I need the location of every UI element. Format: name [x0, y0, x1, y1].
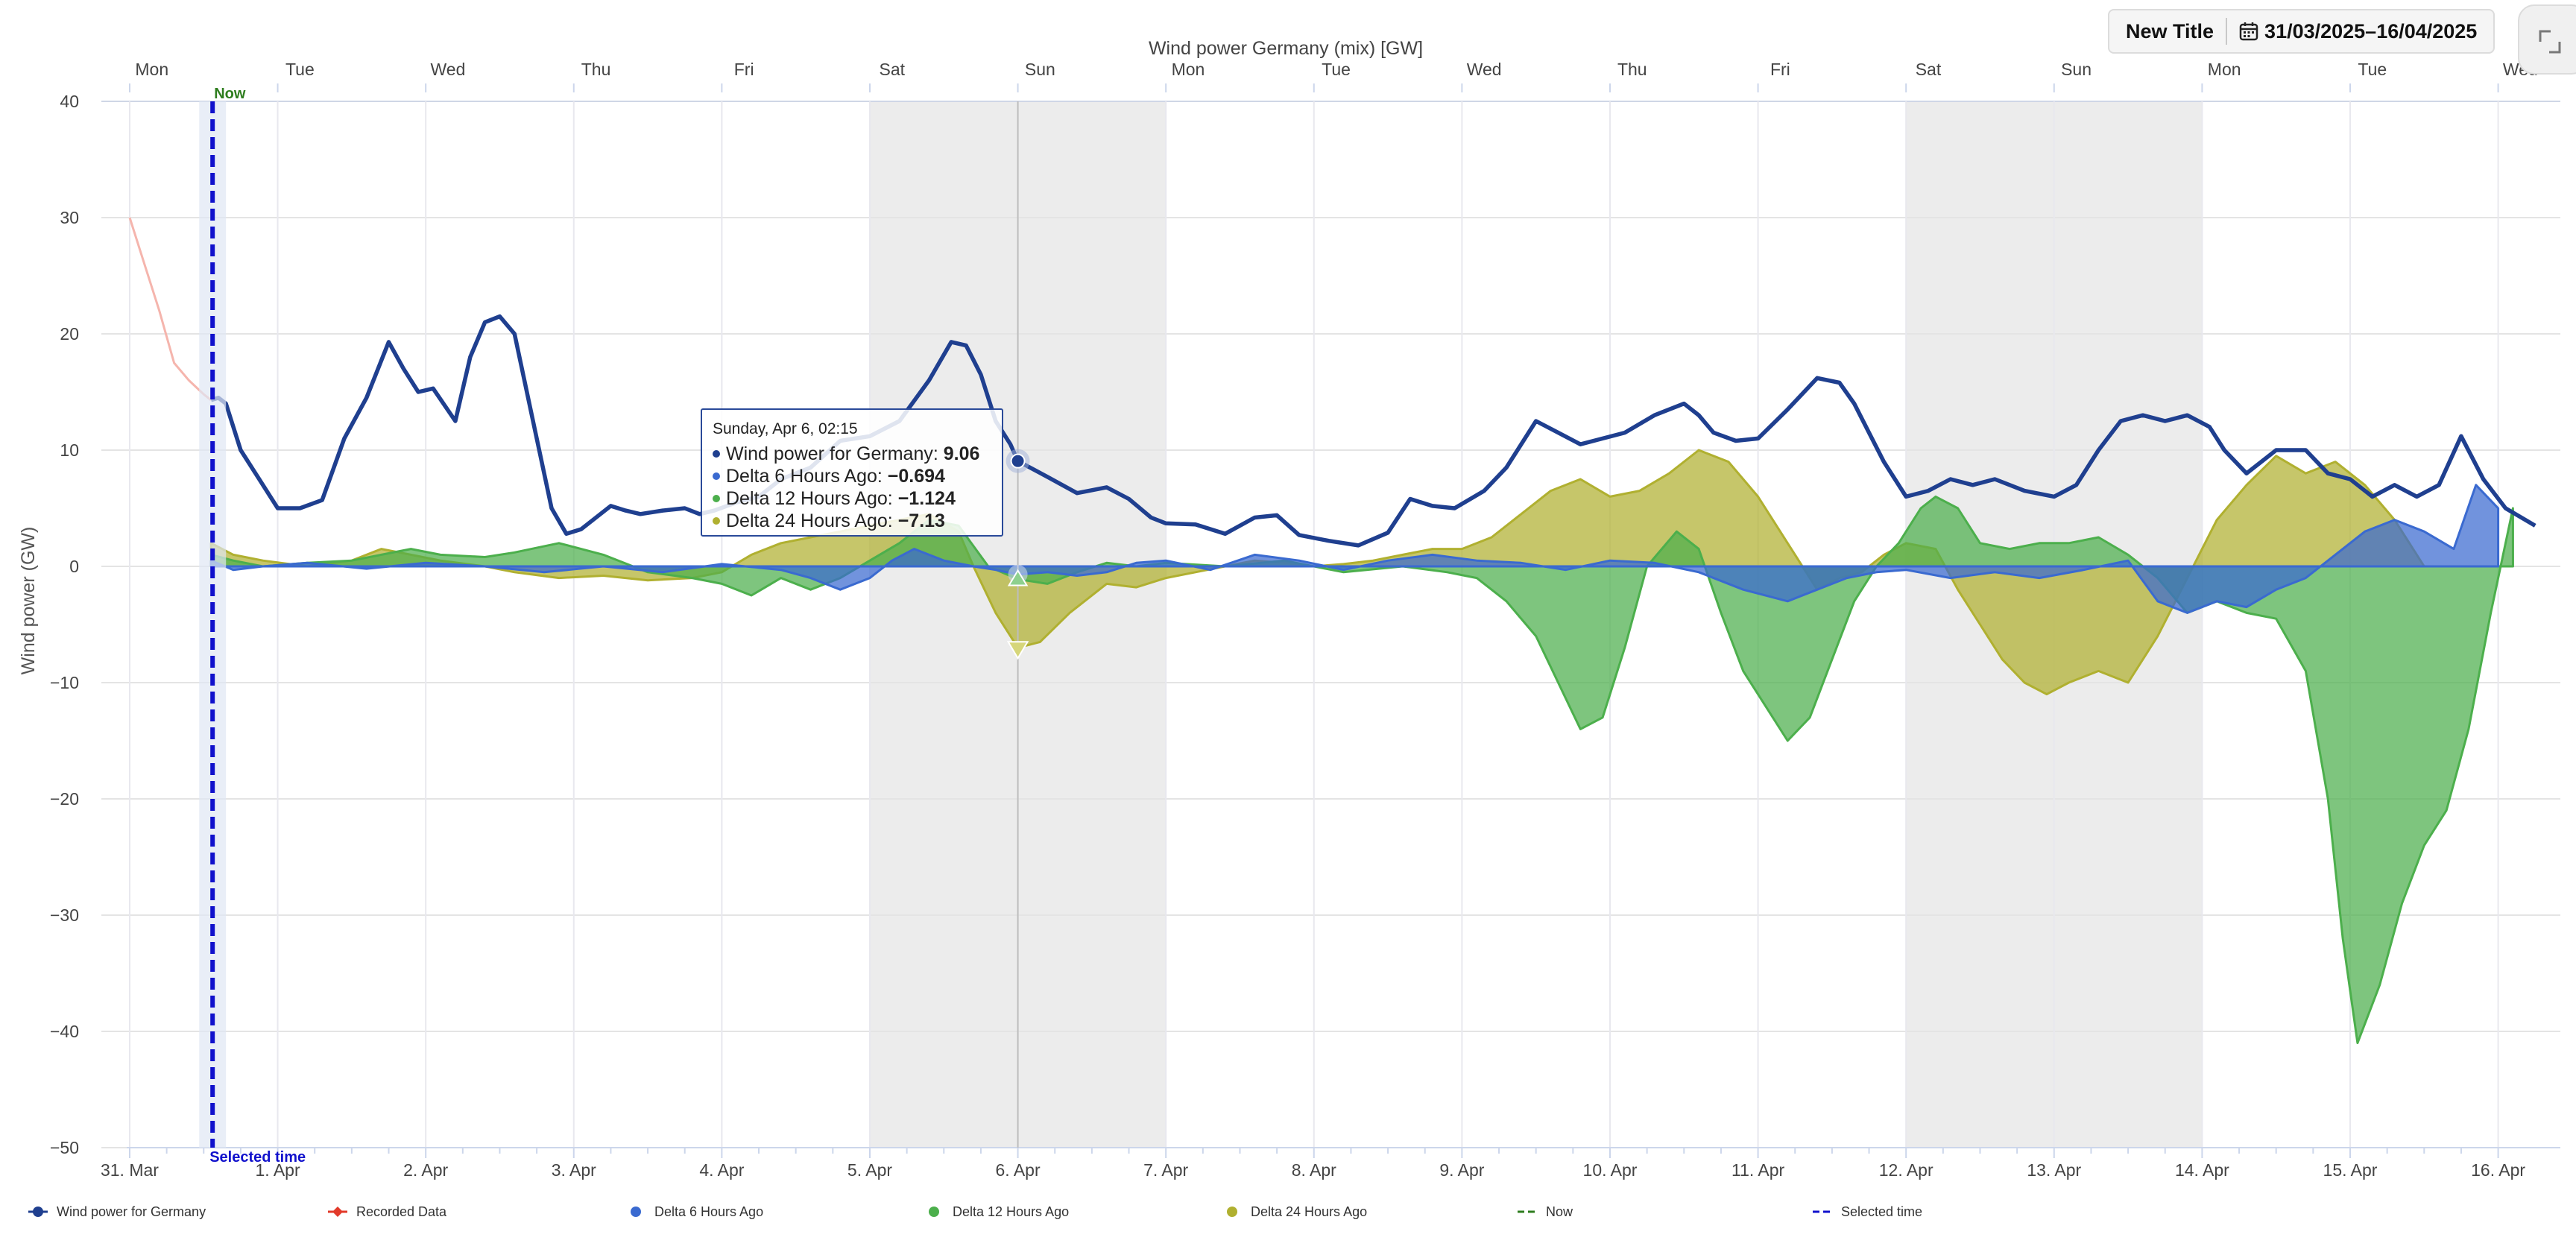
y-tick-label: 20 — [60, 324, 79, 344]
x-tick-label: 8. Apr — [1292, 1160, 1336, 1180]
top-tick-label: Mon — [135, 60, 168, 79]
date-range-button[interactable]: 31/03/2025–16/04/2025 — [2239, 20, 2477, 43]
top-tick-label: Tue — [2358, 60, 2387, 79]
legend-item[interactable]: Now — [1518, 1204, 1573, 1219]
legend-dot — [929, 1207, 939, 1217]
top-tick-label: Tue — [1322, 60, 1351, 79]
series-dot — [713, 516, 720, 525]
x-tick-label: 10. Apr — [1583, 1160, 1638, 1180]
legend-label: Wind power for Germany — [57, 1204, 206, 1219]
time-markers: Now Selected time — [199, 86, 306, 1166]
legend-diamond — [332, 1207, 343, 1217]
top-tick-label: Sun — [1025, 60, 1055, 79]
y-axis-title: Wind power (GW) — [18, 527, 39, 675]
y-tick-label: 10 — [60, 440, 79, 460]
top-tick-label: Fri — [1770, 60, 1790, 79]
x-tick-label: 16. Apr — [2471, 1160, 2525, 1180]
y-tick-label: −20 — [50, 789, 79, 809]
top-tick-label: Tue — [285, 60, 315, 79]
series-area-delta-6-hours-ago — [209, 484, 2500, 614]
series-dot — [713, 449, 720, 458]
top-tick-label: Mon — [2208, 60, 2241, 79]
hover-point-delta24 — [1006, 641, 1029, 660]
y-axis-ticks: 40 30 20 10 0 −10 −20 −30 −40 −50 — [50, 92, 79, 1157]
top-tick-label: Mon — [1172, 60, 1205, 79]
x-tick-label: 2. Apr — [403, 1160, 448, 1180]
series-layer — [128, 217, 2536, 1045]
new-title-button[interactable]: New Title — [2126, 19, 2214, 42]
top-tick-label: Wed — [431, 60, 466, 79]
x-tick-label: 12. Apr — [1879, 1160, 1933, 1180]
y-tick-label: −10 — [50, 673, 79, 692]
legend-dot — [33, 1207, 43, 1217]
calendar-icon — [2239, 22, 2258, 41]
legend-label: Delta 6 Hours Ago — [654, 1204, 763, 1219]
x-tick-label: 3. Apr — [552, 1160, 596, 1180]
y-tick-label: −30 — [50, 905, 79, 925]
legend-label: Now — [1546, 1204, 1573, 1219]
legend-dot — [631, 1207, 641, 1217]
x-tick-label: 31. Mar — [101, 1160, 159, 1180]
x-tick-label: 9. Apr — [1439, 1160, 1484, 1180]
x-tick-label: 14. Apr — [2175, 1160, 2229, 1180]
hover-point-delta12 — [1007, 569, 1029, 586]
top-tick-label: Fri — [734, 60, 754, 79]
y-tick-label: −40 — [50, 1022, 79, 1041]
legend-item[interactable]: Delta 6 Hours Ago — [631, 1204, 763, 1219]
legend-item[interactable]: Delta 24 Hours Ago — [1227, 1204, 1367, 1219]
top-tick-label: Thu — [581, 60, 611, 79]
x-tick-label: 4. Apr — [699, 1160, 744, 1180]
now-label: Now — [214, 86, 246, 102]
expand-button[interactable] — [2518, 4, 2576, 75]
tooltip-row: Delta 6 Hours Ago: −0.694 — [713, 465, 991, 487]
y-tick-label: 30 — [60, 208, 79, 227]
top-weekday-labels: Mon Tue Wed Thu Fri Sat Sun Mon Tue Wed Thu Fri Sat S… — [128, 60, 2538, 92]
chart-title: Wind power Germany (mix) [GW] — [1149, 38, 1423, 59]
hover-point-wind — [1010, 453, 1026, 469]
top-tick-label: Thu — [1617, 60, 1647, 79]
series-dot — [713, 472, 720, 480]
legend: Wind power for Germany Recorded Data Delta… — [28, 1204, 1922, 1219]
legend-label: Delta 12 Hours Ago — [953, 1204, 1069, 1219]
tooltip-title: Sunday, Apr 6, 02:15 — [713, 420, 858, 437]
y-tick-label: 40 — [60, 92, 79, 111]
legend-dot — [1227, 1207, 1237, 1217]
series-dot — [713, 494, 720, 502]
legend-label: Recorded Data — [356, 1204, 447, 1219]
legend-label: Delta 24 Hours Ago — [1251, 1204, 1367, 1219]
date-range-label: 31/03/2025–16/04/2025 — [2264, 19, 2478, 42]
top-tick-label: Sat — [880, 60, 906, 79]
top-tick-label: Wed — [1467, 60, 1502, 79]
x-tick-label: 7. Apr — [1143, 1160, 1188, 1180]
divider — [2226, 18, 2228, 45]
series-area-delta-12-hours-ago — [209, 495, 2514, 1045]
x-tick-label: 6. Apr — [996, 1160, 1041, 1180]
top-tick-label: Sat — [1916, 60, 1942, 79]
chart-tooltip: Sunday, Apr 6, 02:15 Wind power for Germ… — [701, 408, 1003, 537]
selected-time-label: Selected time — [209, 1149, 306, 1166]
x-tick-label: 5. Apr — [847, 1160, 892, 1180]
series-line-recorded-data — [128, 217, 212, 402]
legend-item[interactable]: Recorded Data — [328, 1204, 447, 1219]
legend-label: Selected time — [1841, 1204, 1922, 1219]
series-line-wind-power-for-germany — [210, 314, 2536, 548]
legend-item[interactable]: Delta 12 Hours Ago — [929, 1204, 1069, 1219]
expand-icon — [2539, 30, 2561, 54]
legend-item[interactable]: Selected time — [1813, 1204, 1922, 1219]
legend-item[interactable]: Wind power for Germany — [28, 1204, 206, 1219]
hover-markers — [1006, 101, 1030, 1148]
chart-header-controls: New Title 31/03/2025–16/04/2025 — [2108, 9, 2496, 54]
tooltip-row: Delta 24 Hours Ago: −7.13 — [713, 510, 991, 532]
x-tick-label: 11. Apr — [1731, 1160, 1785, 1180]
x-axis-ticks: 31. Mar 1. Apr 2. Apr 3. Apr 4. Apr 5. Apr 6. … — [101, 1148, 2525, 1180]
top-tick-label: Sun — [2061, 60, 2092, 79]
x-tick-label: 1. Apr — [256, 1160, 300, 1180]
y-tick-label: 0 — [69, 557, 79, 576]
x-tick-label: 13. Apr — [2027, 1160, 2081, 1180]
y-tick-label: −50 — [50, 1138, 79, 1157]
tooltip-row: Wind power for Germany: 9.06 — [713, 443, 991, 465]
x-tick-label: 15. Apr — [2323, 1160, 2378, 1180]
tooltip-row: Delta 12 Hours Ago: −1.124 — [713, 487, 991, 510]
